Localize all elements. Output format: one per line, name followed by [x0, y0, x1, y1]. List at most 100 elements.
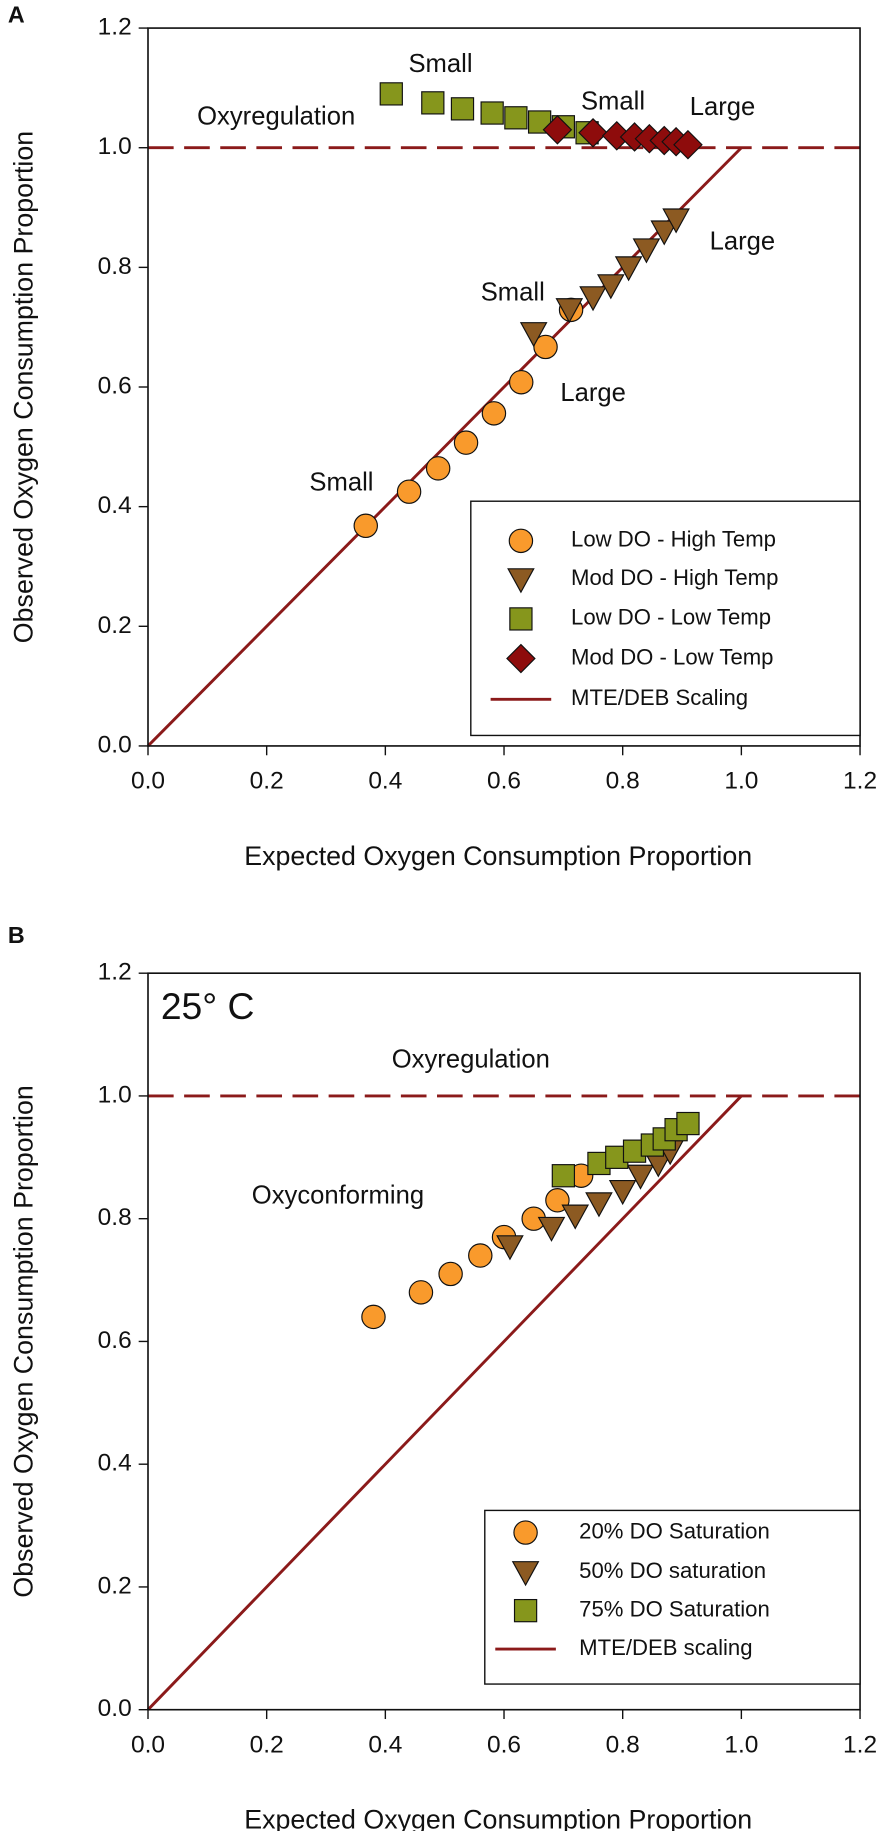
annotation: Small [309, 468, 373, 496]
plot-frame [147, 972, 861, 1711]
x-tick-label: 0.6 [487, 1731, 521, 1758]
annotation: Large [560, 379, 626, 407]
y-tick-label: 0.2 [98, 1572, 132, 1599]
annotation: Oxyconforming [252, 1182, 424, 1210]
legend-label: MTE/DEB Scaling [571, 685, 748, 710]
y-tick-label: 1.2 [98, 959, 132, 986]
y-tick-label: 1.0 [98, 1081, 132, 1108]
annotation: Oxyregulation [197, 103, 355, 131]
x-axis-label: Expected Oxygen Consumption Proportion [244, 841, 752, 871]
legend-label: Mod DO - Low Temp [571, 644, 773, 669]
x-tick-label: 0.2 [250, 1731, 284, 1758]
marker-square [450, 97, 475, 121]
legend-marker [508, 528, 534, 554]
y-tick-label: 0.8 [98, 253, 132, 280]
x-tick-label: 1.0 [724, 1731, 758, 1758]
legend-marker [513, 1598, 538, 1623]
x-tick-label: 0.2 [250, 768, 284, 795]
annotation: Large [690, 93, 756, 121]
marker-circle [361, 1304, 386, 1330]
legend-label: 20% DO Saturation [579, 1518, 770, 1543]
marker-square [379, 82, 403, 106]
marker-triangle [632, 238, 661, 264]
y-tick-label: 0.8 [98, 1204, 132, 1231]
legend-label: Low DO - Low Temp [571, 605, 771, 630]
reference-line [146, 1094, 743, 1711]
marker-triangle [626, 1164, 655, 1190]
legend-label: 75% DO Saturation [579, 1596, 770, 1621]
marker-triangle [537, 1216, 566, 1242]
legend-box [484, 1509, 861, 1685]
panel-label: A [8, 2, 25, 28]
y-tick-label: 1.2 [98, 14, 132, 41]
marker-circle [425, 456, 451, 481]
x-tick-label: 1.0 [724, 768, 758, 795]
y-tick-label: 0.0 [98, 1695, 132, 1722]
marker-circle [396, 479, 422, 504]
marker-diamond [578, 117, 608, 148]
legend-box [470, 500, 861, 737]
y-tick-label: 0.6 [98, 1327, 132, 1354]
legend-marker [507, 568, 535, 594]
marker-triangle [614, 256, 643, 282]
y-axis-label: Observed Oxygen Consumption Proportion [9, 1085, 39, 1597]
marker-circle [453, 430, 479, 455]
marker-triangle [555, 298, 584, 324]
annotation: 25° C [161, 985, 255, 1027]
marker-circle [508, 369, 534, 395]
y-tick-label: 0.2 [98, 612, 132, 639]
legend-label: MTE/DEB scaling [579, 1635, 752, 1660]
annotation: Small [581, 87, 645, 115]
marker-triangle [597, 274, 625, 300]
x-tick-label: 1.2 [843, 1731, 877, 1758]
marker-triangle [496, 1235, 524, 1261]
marker-triangle [650, 220, 679, 246]
annotation: Small [408, 50, 472, 78]
legend-marker [511, 1561, 540, 1587]
marker-square [421, 91, 445, 115]
x-tick-label: 1.2 [843, 768, 877, 795]
y-tick-label: 0.4 [98, 492, 132, 519]
legend-label: Low DO - High Temp [571, 527, 776, 552]
x-tick-label: 0.4 [368, 1731, 402, 1758]
marker-triangle [561, 1204, 590, 1230]
legend-marker [509, 607, 533, 631]
marker-triangle [662, 208, 690, 234]
marker-square [551, 1164, 576, 1188]
marker-diamond [542, 114, 573, 145]
marker-square [480, 101, 504, 125]
x-tick-label: 0.0 [131, 1731, 165, 1758]
marker-diamond [673, 129, 703, 160]
y-tick-label: 1.0 [98, 133, 132, 160]
x-tick-label: 0.0 [131, 768, 165, 795]
legend-label: Mod DO - High Temp [571, 565, 778, 590]
marker-triangle [519, 322, 548, 348]
y-axis-label: Observed Oxygen Consumption Proportion [9, 131, 39, 643]
legend-marker [506, 643, 536, 674]
y-tick-label: 0.6 [98, 372, 132, 399]
x-tick-label: 0.8 [606, 1731, 640, 1758]
x-tick-label: 0.6 [487, 768, 521, 795]
marker-square [504, 106, 528, 130]
marker-circle [468, 1243, 493, 1268]
x-tick-label: 0.8 [606, 768, 640, 795]
marker-square [676, 1111, 700, 1136]
legend-label: 50% DO saturation [579, 1558, 766, 1583]
x-tick-label: 0.4 [368, 768, 402, 795]
legend-marker [513, 1520, 538, 1545]
marker-circle [438, 1261, 463, 1287]
marker-triangle [585, 1192, 613, 1218]
annotation: Oxyregulation [392, 1045, 550, 1073]
annotation: Small [481, 279, 545, 307]
marker-circle [353, 513, 379, 539]
x-axis-label: Expected Oxygen Consumption Proportion [244, 1805, 752, 1831]
marker-triangle [579, 286, 607, 312]
plot-frame [147, 27, 861, 747]
annotation: Large [710, 227, 776, 255]
marker-circle [533, 334, 558, 360]
marker-triangle [608, 1179, 637, 1206]
panel-label: B [8, 922, 25, 948]
y-tick-label: 0.0 [98, 731, 132, 758]
y-tick-label: 0.4 [98, 1450, 132, 1477]
